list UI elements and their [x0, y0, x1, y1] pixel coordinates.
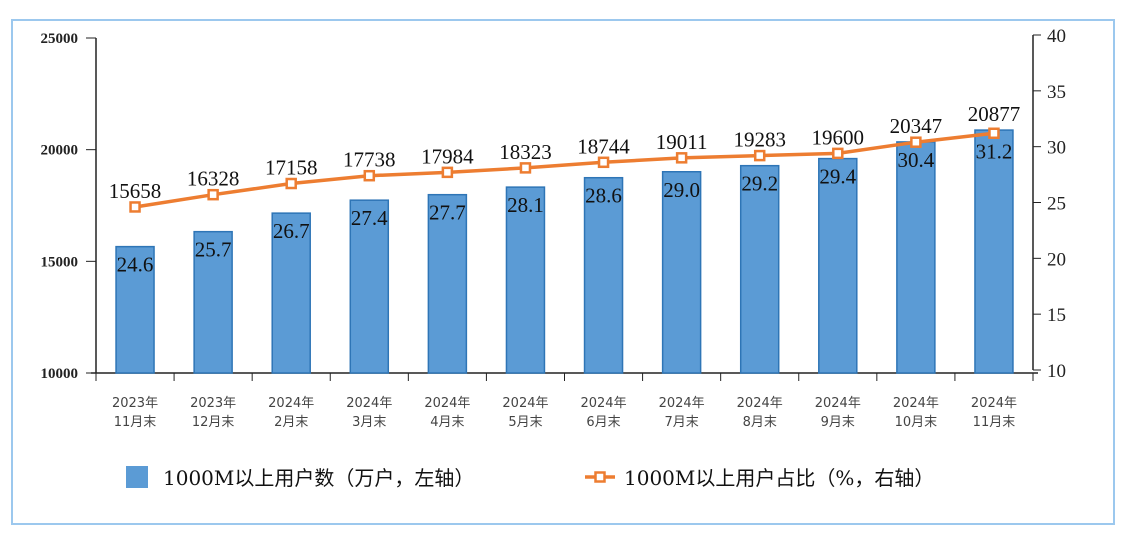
line-marker [363, 169, 376, 182]
left-tick-label: 15000 [41, 254, 79, 270]
line-marker [753, 149, 766, 162]
line-value-label: 29.4 [819, 165, 856, 189]
line-marker [832, 147, 844, 160]
line-value-label: 27.4 [351, 206, 388, 230]
bar [193, 230, 233, 374]
line-marker [675, 152, 688, 164]
legend-line-label: 1000M以上用户占比（%，右轴） [624, 466, 934, 490]
category-label-month: 7月末 [664, 415, 698, 430]
right-tick-label: 25 [1047, 194, 1066, 215]
line-marker [519, 162, 532, 174]
line-marker [285, 177, 297, 190]
line-marker [988, 127, 1000, 140]
bar-value-label: 15658 [109, 179, 162, 203]
bar-value-label: 18323 [499, 140, 552, 164]
bar-value-label: 17738 [343, 148, 396, 172]
left-tick-label: 10000 [41, 366, 79, 382]
category-label-year: 2024年 [502, 396, 548, 411]
line-value-label: 28.6 [585, 184, 622, 208]
bar-value-label: 19011 [656, 130, 708, 154]
chart-frame [11, 19, 1115, 525]
legend-bar-swatch [126, 466, 148, 488]
legend-line-marker [594, 471, 606, 483]
line-marker [207, 188, 219, 201]
bar [896, 141, 936, 374]
bar [818, 157, 858, 374]
category-label-year: 2024年 [659, 396, 705, 411]
right-tick-label: 35 [1047, 82, 1066, 103]
category-label-year: 2024年 [737, 396, 783, 411]
right-tick-label: 10 [1047, 361, 1066, 382]
line-value-label: 29.2 [741, 172, 778, 196]
category-label-month: 9月末 [821, 415, 855, 430]
category-label-year: 2024年 [580, 396, 626, 411]
line-value-label: 24.6 [117, 253, 154, 277]
bar [505, 186, 546, 374]
bar-value-label: 20877 [968, 102, 1021, 126]
bar [583, 176, 624, 374]
category-label-month: 8月末 [743, 415, 777, 430]
bar-value-label: 20347 [890, 114, 943, 138]
line-marker [129, 201, 141, 213]
category-label-month: 2月末 [274, 415, 308, 430]
category-label-month: 10月末 [895, 415, 938, 430]
category-label-year: 2023年 [190, 396, 236, 411]
category-label-year: 2024年 [346, 396, 392, 411]
bar-value-label: 17984 [421, 144, 474, 168]
line-value-label: 28.1 [507, 193, 544, 217]
bar [974, 129, 1014, 374]
bar-value-label: 18744 [577, 134, 630, 158]
bar [427, 193, 468, 374]
line-value-label: 25.7 [195, 238, 232, 262]
bar-value-label: 17158 [265, 156, 318, 180]
category-label-year: 2023年 [112, 396, 158, 411]
line-value-label: 26.7 [273, 219, 310, 243]
line-marker [597, 156, 610, 169]
line-value-label: 27.7 [429, 201, 466, 225]
bar-value-label: 19283 [733, 128, 786, 152]
category-label-month: 11月末 [114, 415, 157, 430]
category-label-month: 11月末 [973, 415, 1016, 430]
category-label-year: 2024年 [424, 396, 470, 411]
category-label-month: 4月末 [430, 415, 464, 430]
category-label-year: 2024年 [971, 396, 1017, 411]
bar [661, 171, 702, 374]
category-label-year: 2024年 [893, 396, 939, 411]
line-marker [441, 166, 454, 179]
left-tick-label: 25000 [41, 31, 79, 47]
bar [349, 199, 390, 374]
bar [739, 164, 780, 374]
category-label-year: 2024年 [815, 396, 861, 411]
bar-value-label: 16328 [187, 167, 240, 191]
left-tick-label: 20000 [41, 143, 79, 159]
category-label-year: 2024年 [268, 396, 314, 411]
category-label-month: 5月末 [508, 415, 542, 430]
right-tick-label: 40 [1047, 26, 1066, 47]
category-label-month: 12月末 [192, 415, 235, 430]
bar [115, 245, 155, 374]
legend-bar-label: 1000M以上用户数（万户，左轴） [163, 466, 474, 490]
line-value-label: 31.2 [976, 139, 1013, 163]
bar-value-label: 19600 [812, 125, 865, 149]
line-value-label: 29.0 [663, 178, 700, 202]
line-marker [910, 136, 922, 148]
right-tick-label: 30 [1047, 138, 1066, 159]
line-series [134, 131, 995, 209]
right-tick-label: 15 [1047, 305, 1066, 326]
right-tick-label: 20 [1047, 249, 1066, 270]
category-label-month: 6月末 [586, 415, 620, 430]
category-label-month: 3月末 [352, 415, 386, 430]
bar [271, 212, 311, 374]
line-value-label: 30.4 [898, 148, 935, 172]
